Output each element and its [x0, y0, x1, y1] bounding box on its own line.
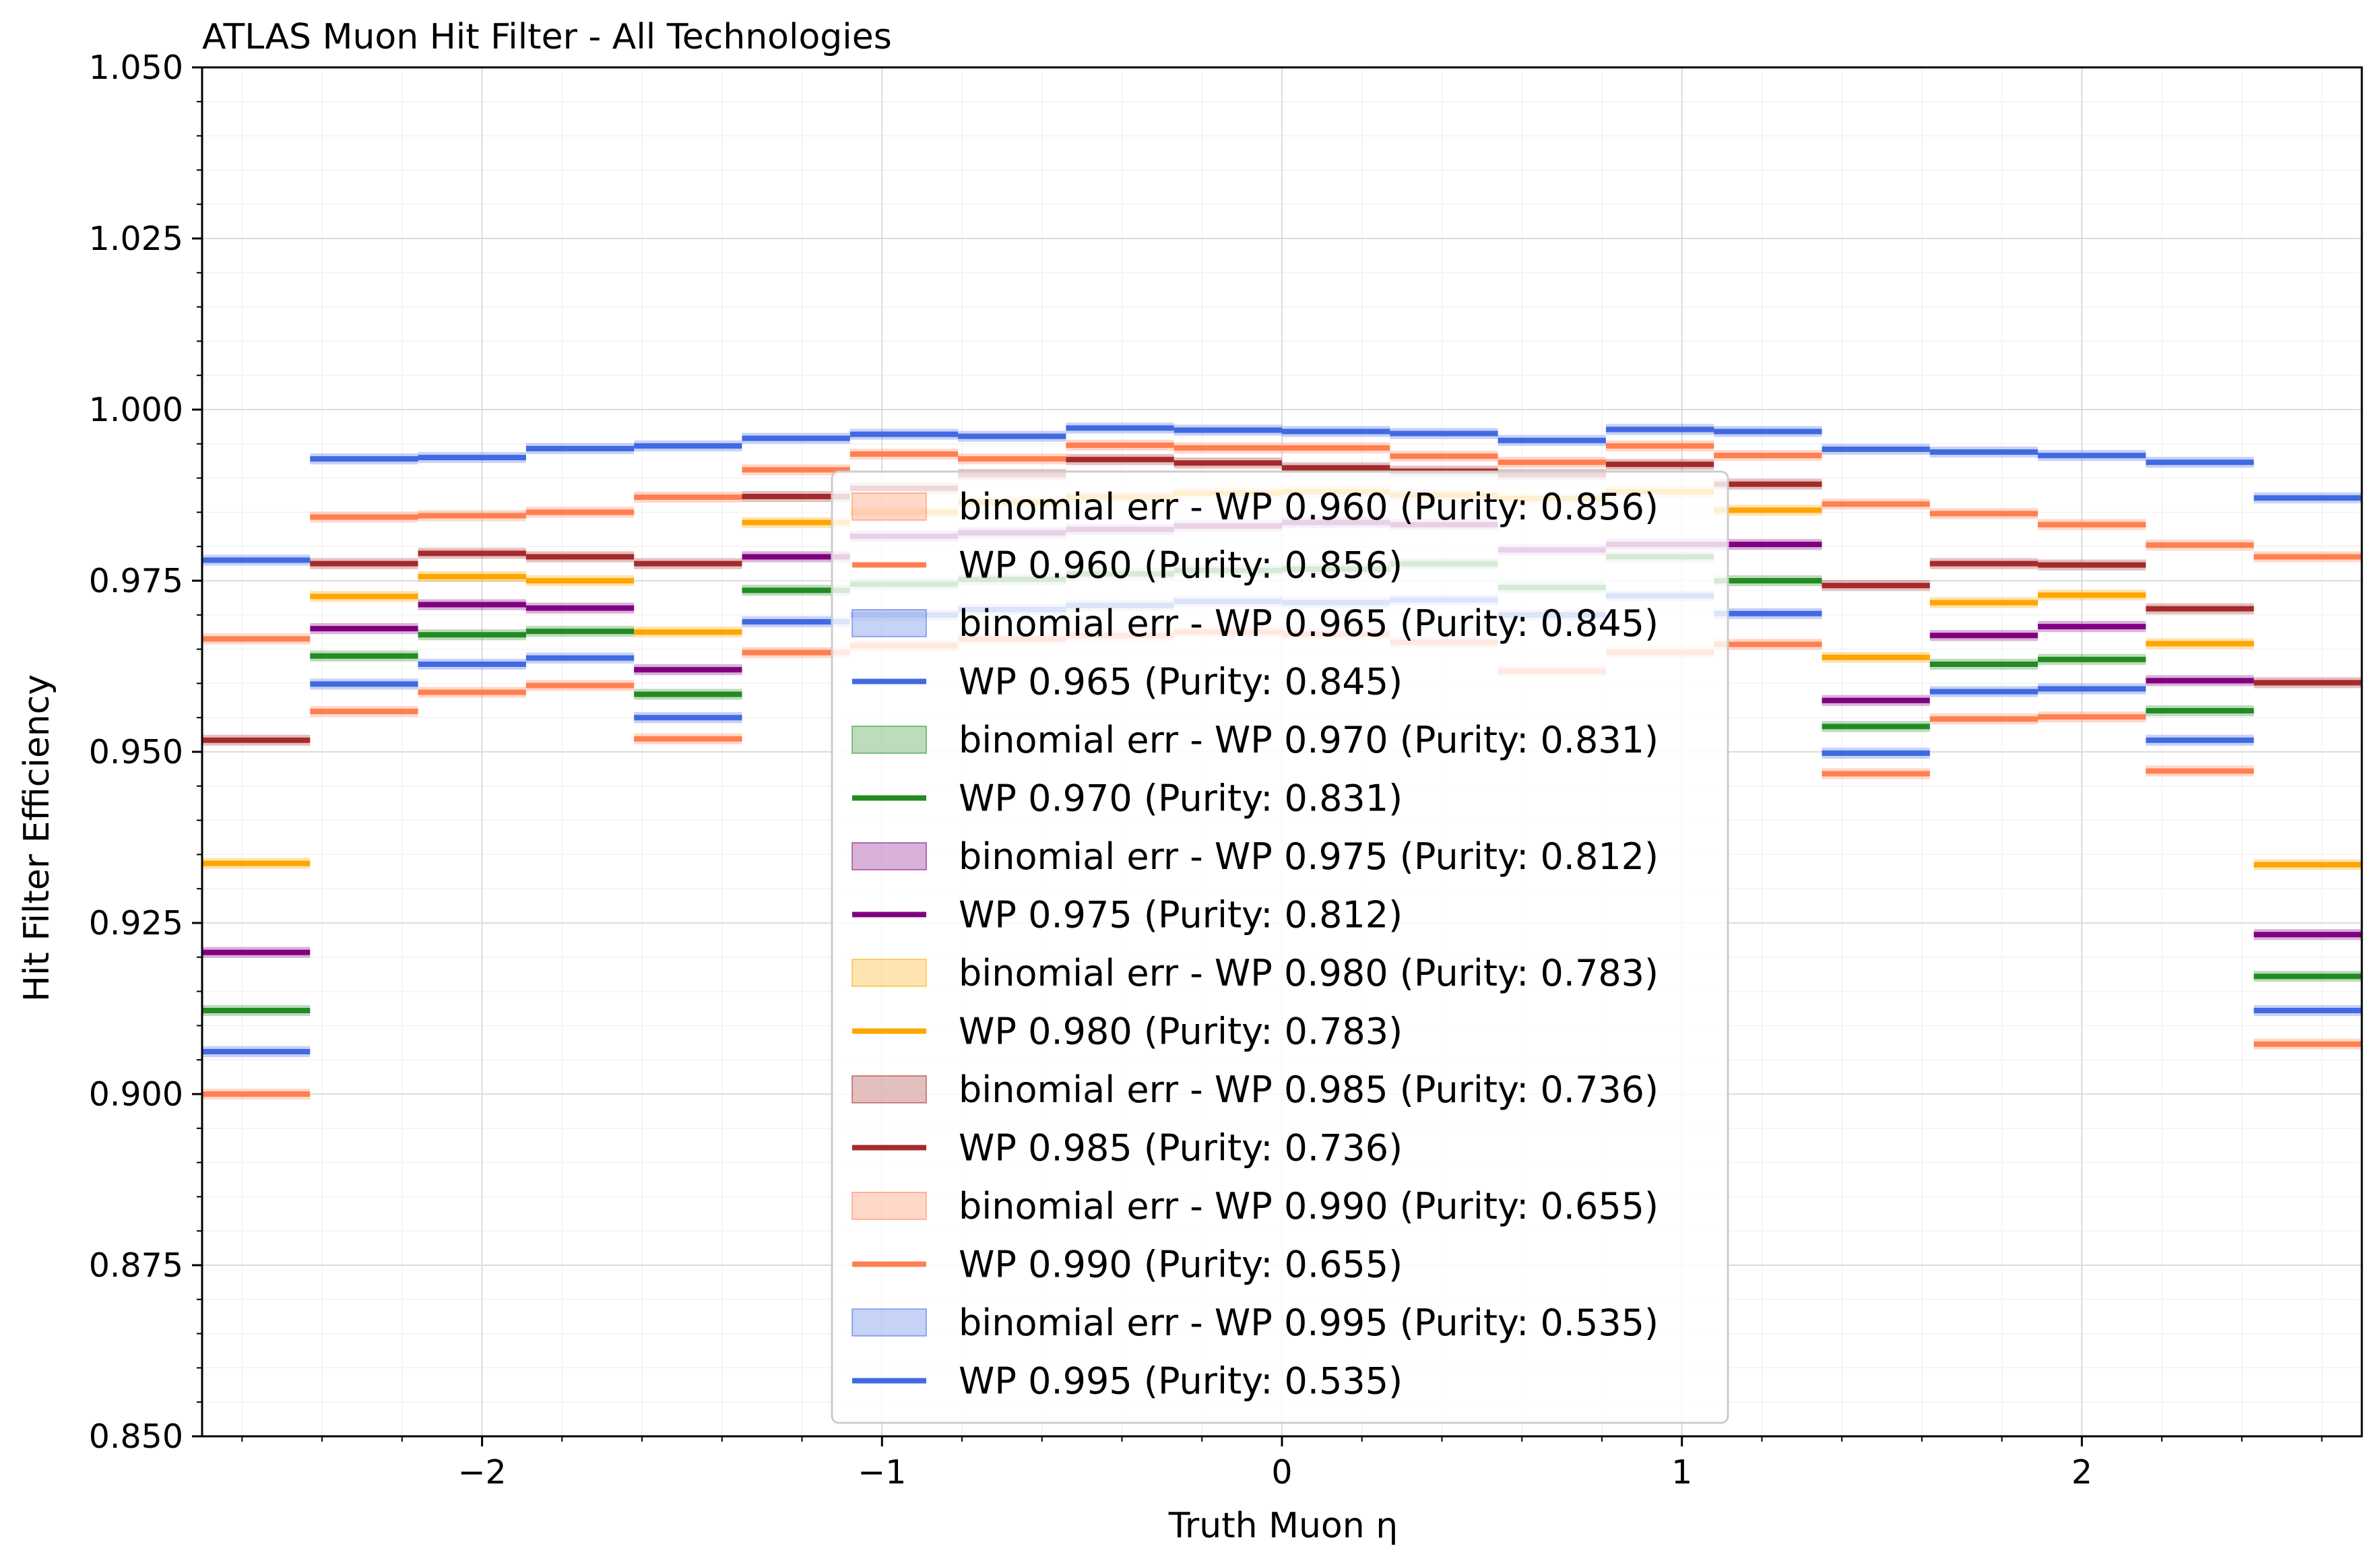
y-tick-label: 0.850 [89, 1417, 183, 1456]
x-tick-label: −1 [858, 1453, 906, 1492]
x-tick-label: 0 [1271, 1453, 1292, 1492]
y-tick-label: 0.900 [89, 1075, 183, 1114]
legend-swatch-band [851, 1075, 927, 1104]
legend-entry: WP 0.995 (Purity: 0.535) [959, 1360, 1403, 1403]
series-7 [202, 422, 2362, 566]
legend-entry: WP 0.980 (Purity: 0.783) [959, 1011, 1403, 1053]
axis-ticks: 0.850 0.875 0.900 0.925 0.950 0.975 1.000 1.025… [89, 49, 2323, 1492]
y-tick-label: 1.000 [89, 391, 183, 429]
y-tick-label: 0.950 [89, 733, 183, 771]
legend-swatch-band [851, 609, 927, 637]
series-5 [202, 454, 2362, 746]
legend-entry: binomial err - WP 0.980 (Purity: 0.783) [959, 952, 1659, 994]
y-tick-label: 0.875 [89, 1246, 183, 1285]
legend-entry: binomial err - WP 0.965 (Purity: 0.845) [959, 602, 1659, 645]
legend-entry: WP 0.975 (Purity: 0.812) [959, 894, 1403, 936]
legend-box [831, 470, 1729, 1424]
y-tick-label: 1.025 [89, 220, 183, 258]
legend-swatch-band [851, 1308, 927, 1337]
chart-title: ATLAS Muon Hit Filter - All Technologies [202, 17, 892, 57]
legend-entry: WP 0.960 (Purity: 0.856) [959, 544, 1403, 587]
legend-swatch-band [851, 959, 927, 987]
legend-entry: WP 0.990 (Purity: 0.655) [959, 1244, 1403, 1286]
legend-swatch-band [851, 842, 927, 870]
legend-entry: WP 0.970 (Purity: 0.831) [959, 777, 1403, 820]
y-tick-label: 1.050 [89, 49, 183, 87]
legend-entry: binomial err - WP 0.960 (Purity: 0.856) [959, 486, 1659, 528]
legend-entry: binomial err - WP 0.990 (Purity: 0.655) [959, 1185, 1659, 1227]
x-tick-label: 1 [1671, 1453, 1692, 1492]
y-axis-label: Hit Filter Efficiency [17, 674, 57, 1002]
legend-entry: binomial err - WP 0.975 (Purity: 0.812) [959, 835, 1659, 878]
y-tick-label: 0.975 [89, 562, 183, 600]
legend-entry: binomial err - WP 0.995 (Purity: 0.535) [959, 1302, 1659, 1344]
legend-swatch-band [851, 1192, 927, 1220]
x-tick-label: 2 [2071, 1453, 2092, 1492]
legend-entry: binomial err - WP 0.970 (Purity: 0.831) [959, 719, 1659, 761]
legend: binomial err - WP 0.960 (Purity: 0.856) W… [831, 470, 1729, 1424]
legend-entry: WP 0.985 (Purity: 0.736) [959, 1127, 1403, 1170]
legend-entry: binomial err - WP 0.985 (Purity: 0.736) [959, 1068, 1659, 1111]
legend-entry: WP 0.965 (Purity: 0.845) [959, 661, 1403, 703]
series-6 [202, 439, 2362, 645]
legend-swatch-band [851, 492, 927, 521]
legend-swatch-band [851, 726, 927, 754]
y-tick-label: 0.925 [89, 904, 183, 942]
x-axis-label: Truth Muon η [1168, 1506, 1398, 1546]
x-tick-label: −2 [457, 1453, 506, 1492]
